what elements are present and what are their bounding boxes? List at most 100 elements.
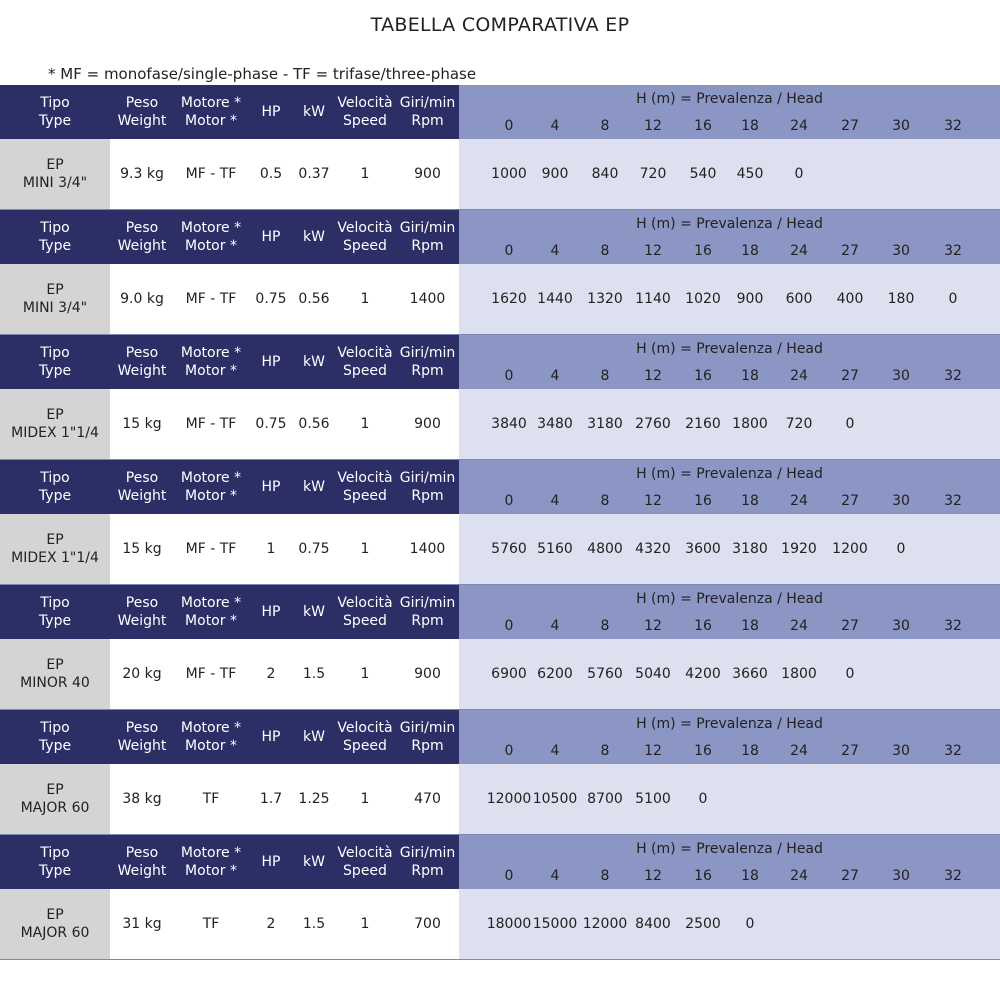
col-header-rpm-label: Rpm: [411, 113, 444, 129]
head-value: 0: [504, 243, 514, 259]
cell-speed: 1: [360, 291, 370, 307]
cell-flow: 1440: [537, 291, 573, 307]
col-header-type-label: Type: [38, 238, 72, 254]
cell-type-label: EP: [46, 657, 64, 673]
cell-type: EP MINOR 40: [0, 639, 110, 709]
head-value: 30: [892, 493, 910, 509]
row-specs: 38 kg TF 1.7 1.25 1 470: [110, 764, 459, 834]
table-header: Tipo Type Peso Weight Motore * Motor * HP kW Vel…: [0, 835, 1000, 889]
cell-type-label: MINI 3/4": [22, 175, 88, 191]
head-value: 4: [550, 243, 560, 259]
col-header-type-label: Type: [38, 113, 72, 129]
cell-motor: MF - TF: [185, 166, 237, 182]
cell-hp: 1: [266, 541, 276, 557]
cell-flow: 600: [785, 291, 813, 307]
table-row: EP MIDEX 1"1/4 15 kg MF - TF 0.75 0.56 1 900 384…: [0, 389, 1000, 459]
head-value: 0: [504, 368, 514, 384]
col-header-hp-label: HP: [261, 104, 281, 120]
cell-flow: 5760: [491, 541, 527, 557]
cell-flow: 0: [845, 666, 855, 682]
col-header-motor-label: Motor *: [185, 738, 237, 754]
col-header-speed-label: Speed: [343, 363, 387, 379]
col-header-hp: HP: [248, 85, 294, 139]
col-header-weight-label: Weight: [117, 613, 167, 629]
pump-table: Tipo Type Peso Weight Motore * Motor * HP kW Vel…: [0, 335, 1000, 460]
header-head-panel: H (m) = Prevalenza / Head 0 4 8 12 16 18 24 27 30…: [459, 335, 1000, 389]
head-value: 30: [892, 868, 910, 884]
cell-flow: 450: [736, 166, 764, 182]
col-header-type: Tipo Type: [0, 85, 110, 139]
col-header-weight: Peso Weight: [110, 460, 174, 514]
cell-type-label: MIDEX 1"1/4: [11, 550, 99, 566]
head-title: H (m) = Prevalenza / Head: [636, 841, 823, 857]
cell-flow: 1000: [491, 166, 527, 182]
col-header-motor-label: Motor *: [185, 613, 237, 629]
cell-rpm: 900: [414, 416, 441, 432]
cell-flow: 720: [785, 416, 813, 432]
head-value: 0: [504, 118, 514, 134]
head-value: 32: [944, 243, 962, 259]
col-header-rpm-label: Giri/min: [399, 720, 456, 736]
head-value: 4: [550, 868, 560, 884]
cell-flow: 3180: [587, 416, 623, 432]
cell-flow: 12000: [486, 791, 532, 807]
col-header-weight-label: Weight: [117, 238, 167, 254]
head-value: 18: [741, 368, 759, 384]
head-value: 12: [644, 618, 662, 634]
col-header-motor-label: Motore *: [180, 720, 242, 736]
cell-flow: 4800: [587, 541, 623, 557]
col-header-type: Tipo Type: [0, 585, 110, 639]
cell-speed: 1: [360, 541, 370, 557]
head-title: H (m) = Prevalenza / Head: [636, 216, 823, 232]
pump-table: Tipo Type Peso Weight Motore * Motor * HP kW Vel…: [0, 85, 1000, 210]
cell-flow: 8700: [587, 791, 623, 807]
cell-type-label: EP: [46, 532, 64, 548]
col-header-kw-label: kW: [303, 479, 325, 495]
head-value: 30: [892, 368, 910, 384]
cell-flow: 1920: [781, 541, 817, 557]
col-header-weight: Peso Weight: [110, 710, 174, 764]
row-divider: [0, 334, 1000, 335]
row-flows: 18000 15000 12000 8400 2500 0: [459, 889, 1000, 959]
col-header-motor: Motore * Motor *: [174, 835, 248, 889]
row-specs: 15 kg MF - TF 0.75 0.56 1 900: [110, 389, 459, 459]
col-header-hp-label: HP: [261, 354, 281, 370]
head-value: 16: [694, 368, 712, 384]
cell-hp: 0.75: [255, 291, 287, 307]
col-header-kw-label: kW: [303, 854, 325, 870]
col-header-speed-label: Velocità: [337, 595, 393, 611]
col-header-motor: Motore * Motor *: [174, 710, 248, 764]
head-value: 0: [504, 868, 514, 884]
cell-hp: 1.7: [259, 791, 283, 807]
cell-hp: 2: [266, 666, 276, 682]
col-header-weight-label: Weight: [117, 488, 167, 504]
col-header-hp-label: HP: [261, 479, 281, 495]
col-header-rpm-label: Giri/min: [399, 95, 456, 111]
cell-type: EP MIDEX 1"1/4: [0, 514, 110, 584]
head-value: 12: [644, 368, 662, 384]
col-header-motor-label: Motor *: [185, 113, 237, 129]
head-title: H (m) = Prevalenza / Head: [636, 466, 823, 482]
cell-flow: 180: [887, 291, 915, 307]
col-header-rpm: Giri/min Rpm: [396, 335, 459, 389]
head-value: 16: [694, 618, 712, 634]
col-header-speed-label: Velocità: [337, 845, 393, 861]
cell-flow: 1140: [635, 291, 671, 307]
col-header-rpm: Giri/min Rpm: [396, 835, 459, 889]
row-specs: 9.3 kg MF - TF 0.5 0.37 1 900: [110, 139, 459, 209]
row-divider: [0, 834, 1000, 835]
head-value: 8: [600, 368, 610, 384]
col-header-kw: kW: [294, 85, 334, 139]
header-head-panel: H (m) = Prevalenza / Head 0 4 8 12 16 18 24 27 30…: [459, 710, 1000, 764]
col-header-speed: Velocità Speed: [334, 460, 396, 514]
head-value: 18: [741, 493, 759, 509]
col-header-rpm-label: Rpm: [411, 613, 444, 629]
head-value: 4: [550, 618, 560, 634]
head-value: 16: [694, 743, 712, 759]
col-header-hp: HP: [248, 710, 294, 764]
cell-weight: 20 kg: [122, 666, 162, 682]
head-value: 18: [741, 743, 759, 759]
col-header-speed-label: Velocità: [337, 720, 393, 736]
col-header-hp-label: HP: [261, 604, 281, 620]
table-row: EP MINI 3/4" 9.3 kg MF - TF 0.5 0.37 1 900 1000 9…: [0, 139, 1000, 209]
